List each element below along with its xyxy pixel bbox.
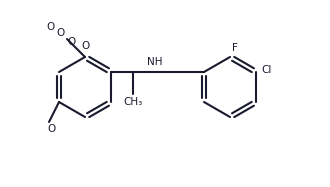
Text: F: F: [232, 43, 238, 53]
Text: O: O: [57, 28, 65, 38]
Text: O: O: [81, 41, 89, 51]
Text: O: O: [47, 22, 55, 32]
Text: NH: NH: [147, 57, 163, 67]
Text: O: O: [67, 37, 75, 47]
Text: O: O: [47, 124, 55, 134]
Text: CH₃: CH₃: [123, 97, 143, 107]
Text: Cl: Cl: [261, 65, 271, 75]
